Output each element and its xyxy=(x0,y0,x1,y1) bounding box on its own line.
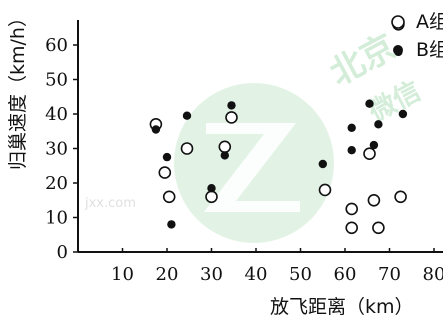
x-axis-title: 放飞距离（km） xyxy=(270,296,414,318)
series-a-point xyxy=(367,194,381,207)
legend-a-label: A组 xyxy=(416,11,443,33)
series-b-point xyxy=(220,151,229,160)
series-b-point xyxy=(151,125,161,134)
y-tick-label: 60 xyxy=(45,35,68,56)
series-b-point xyxy=(182,111,192,120)
x-tick-label: 20 xyxy=(156,264,179,285)
watermark-brand-text: 北京 xyxy=(323,27,402,94)
y-tick-label: 50 xyxy=(45,70,68,91)
watermark: 北京 微信 jxx.com xyxy=(84,27,426,243)
watermark-url-text: jxx.com xyxy=(84,196,136,211)
y-tick-label: 30 xyxy=(45,139,68,160)
x-tick-label: 30 xyxy=(200,264,223,285)
series-b-point xyxy=(369,140,379,150)
y-axis-title: 归巢速度（km/h） xyxy=(7,8,29,170)
y-tick-label: 40 xyxy=(45,104,68,125)
watermark-logo-swoosh xyxy=(204,123,300,212)
series-b-point xyxy=(374,120,383,129)
y-tick-label: 10 xyxy=(45,208,68,229)
series-b-point xyxy=(318,159,327,169)
series-a-point xyxy=(345,221,359,235)
series-a-point xyxy=(205,190,218,204)
x-tick-label: 60 xyxy=(334,264,357,285)
legend-a-marker xyxy=(391,15,405,29)
series-a-point xyxy=(318,183,332,197)
series-a-point xyxy=(372,221,385,235)
legend-b-marker xyxy=(393,45,403,55)
data-points xyxy=(149,17,408,235)
series-a-point xyxy=(225,111,238,124)
series-b-point xyxy=(365,99,374,108)
y-ticks: 0 10 20 30 40 50 60 xyxy=(45,35,78,263)
series-a-point xyxy=(363,147,376,160)
series-b-point xyxy=(347,123,356,132)
series-b-point xyxy=(398,109,408,119)
axes xyxy=(77,20,443,253)
series-b-point xyxy=(162,152,172,162)
x-tick-label: 50 xyxy=(289,264,312,285)
series-a-point xyxy=(158,166,172,179)
series-a-point xyxy=(180,142,194,155)
x-tick-label: 10 xyxy=(111,264,134,285)
x-tick-label: 70 xyxy=(378,264,401,285)
x-tick-label: 80 xyxy=(423,264,443,285)
legend-b-label: B组 xyxy=(416,39,443,61)
series-b-point xyxy=(167,220,176,229)
y-tick-label: 0 xyxy=(57,242,68,263)
y-tick-label: 20 xyxy=(45,173,68,194)
series-b-point xyxy=(347,146,356,155)
series-b-point xyxy=(227,101,236,110)
series-a-point xyxy=(162,190,176,204)
series-a-point xyxy=(218,140,232,154)
x-ticks: 10 20 30 40 50 60 70 80 xyxy=(111,248,443,285)
series-b-point xyxy=(207,184,216,193)
x-tick-label: 40 xyxy=(245,264,268,285)
series-a-point xyxy=(394,190,407,204)
legend: A组 B组 xyxy=(391,11,443,61)
series-a-point xyxy=(345,202,359,216)
